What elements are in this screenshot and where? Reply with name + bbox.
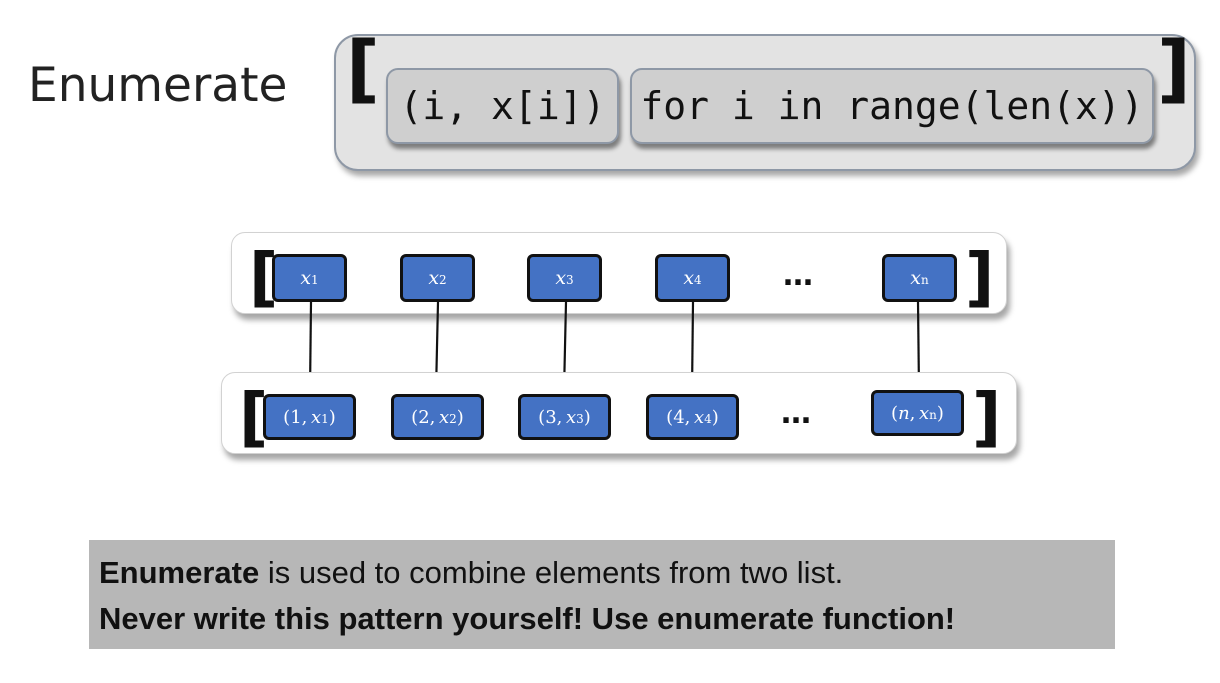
code-comprehension: for i in range(len(x)) [630, 68, 1154, 144]
note-box: Enumerate is used to combine elements fr… [89, 540, 1115, 649]
input-close-bracket: ] [965, 241, 995, 315]
node-paren: ) [328, 406, 336, 428]
node-sub: 3 [576, 412, 584, 426]
node-sub: 4 [704, 412, 712, 426]
code-expression: (i, x[i]) [386, 68, 619, 144]
output-node: (1, x 1) [263, 394, 356, 440]
input-list-panel [231, 232, 1007, 314]
node-var: x [311, 406, 322, 428]
node-paren: ( [891, 402, 899, 424]
node-index: 4 [673, 406, 685, 428]
note-line-1: Enumerate is used to combine elements fr… [99, 550, 1105, 596]
node-var: x [439, 406, 450, 428]
output-ellipsis: … [781, 396, 813, 431]
node-sub: 3 [566, 273, 574, 287]
node-var: x [683, 267, 695, 289]
output-close-bracket: ] [972, 381, 1002, 455]
node-index: 2 [418, 406, 430, 428]
node-sep: , [909, 402, 916, 424]
node-sep: , [429, 406, 436, 428]
node-var: x [300, 267, 312, 289]
node-sub: n [920, 273, 929, 287]
node-sub: 4 [694, 273, 702, 287]
code-open-bracket: [ [346, 26, 380, 112]
node-sub: 1 [321, 412, 329, 426]
output-node: (n, x n) [871, 390, 964, 436]
node-sep: , [301, 406, 308, 428]
page-title: Enumerate [28, 58, 288, 113]
node-paren: ( [666, 406, 674, 428]
node-sub: 2 [449, 412, 457, 426]
node-paren: ( [411, 406, 419, 428]
node-index: 1 [290, 406, 302, 428]
node-var: x [428, 267, 440, 289]
output-node: (3, x 3) [518, 394, 611, 440]
node-var: x [919, 402, 930, 424]
note-line-2: Never write this pattern yourself! Use e… [99, 596, 1105, 642]
note-text: is used to combine elements from two lis… [259, 555, 844, 590]
node-paren: ) [583, 406, 591, 428]
note-keyword: Enumerate [99, 555, 260, 590]
node-paren: ( [283, 406, 291, 428]
node-index: n [898, 402, 910, 424]
note-warning: Never write this pattern yourself! Use e… [99, 601, 956, 636]
node-paren: ) [711, 406, 719, 428]
node-var: x [566, 406, 577, 428]
node-sep: , [684, 406, 691, 428]
input-ellipsis: … [783, 258, 815, 293]
node-paren: ) [456, 406, 464, 428]
node-sub: n [929, 408, 937, 422]
code-close-bracket: ] [1157, 26, 1191, 112]
node-index: 3 [545, 406, 557, 428]
output-node: (4, x 4) [646, 394, 739, 440]
node-sub: 2 [439, 273, 447, 287]
node-sep: , [556, 406, 563, 428]
node-var: x [694, 406, 705, 428]
node-paren: ) [936, 402, 944, 424]
node-paren: ( [538, 406, 546, 428]
node-var: x [910, 267, 921, 289]
output-node: (2 , x 2) [391, 394, 484, 440]
node-sub: 1 [311, 273, 319, 287]
node-var: x [555, 267, 567, 289]
